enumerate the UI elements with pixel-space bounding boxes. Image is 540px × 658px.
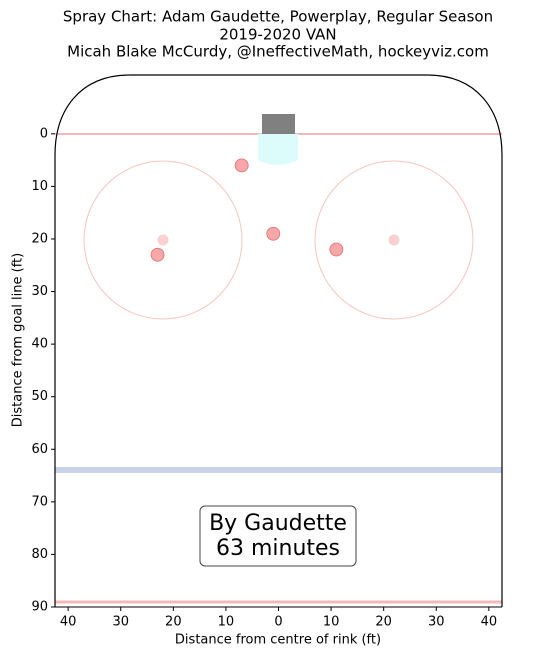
x-tick-label: 40 xyxy=(60,615,77,630)
x-tick-label: 20 xyxy=(375,615,392,630)
y-axis-label: Distance from goal line (ft) xyxy=(11,253,26,427)
shot-point xyxy=(266,226,281,241)
crease xyxy=(258,134,298,165)
y-tick-label: 50 xyxy=(31,389,48,404)
shot-point xyxy=(150,247,165,262)
y-tick-label: 10 xyxy=(31,179,48,194)
x-tick-label: 10 xyxy=(323,615,340,630)
shot-point xyxy=(329,242,344,257)
y-tick-label: 30 xyxy=(31,284,48,299)
x-axis-label: Distance from centre of rink (ft) xyxy=(175,633,381,648)
x-tick-label: 20 xyxy=(165,615,182,630)
chart-credit: Micah Blake McCurdy, @IneffectiveMath, h… xyxy=(67,43,489,61)
y-tick-label: 60 xyxy=(31,442,48,457)
annotation: By Gaudette 63 minutes xyxy=(209,511,347,561)
annotation-box xyxy=(199,505,357,567)
x-tick-label: 10 xyxy=(218,615,235,630)
x-tick-label: 30 xyxy=(112,615,129,630)
faceoff-circle xyxy=(314,160,474,320)
y-tick-label: 70 xyxy=(31,494,48,509)
faceoff-dot xyxy=(388,234,400,246)
boards xyxy=(54,74,503,607)
faceoff-circle xyxy=(83,160,243,320)
goal-net xyxy=(262,114,295,134)
y-tick-label: 80 xyxy=(31,547,48,562)
faceoff-dot xyxy=(157,234,169,246)
shot-point xyxy=(234,158,249,173)
y-tick-label: 0 xyxy=(40,126,48,141)
y-tick-label: 90 xyxy=(31,600,48,615)
y-tick-label: 40 xyxy=(31,337,48,352)
y-tick-label: 20 xyxy=(31,231,48,246)
x-tick-label: 0 xyxy=(274,615,282,630)
x-tick-label: 30 xyxy=(428,615,445,630)
x-tick-label: 40 xyxy=(481,615,498,630)
chart-subtitle: 2019-2020 VAN xyxy=(219,26,336,44)
chart-title: Spray Chart: Adam Gaudette, Powerplay, R… xyxy=(63,8,493,26)
